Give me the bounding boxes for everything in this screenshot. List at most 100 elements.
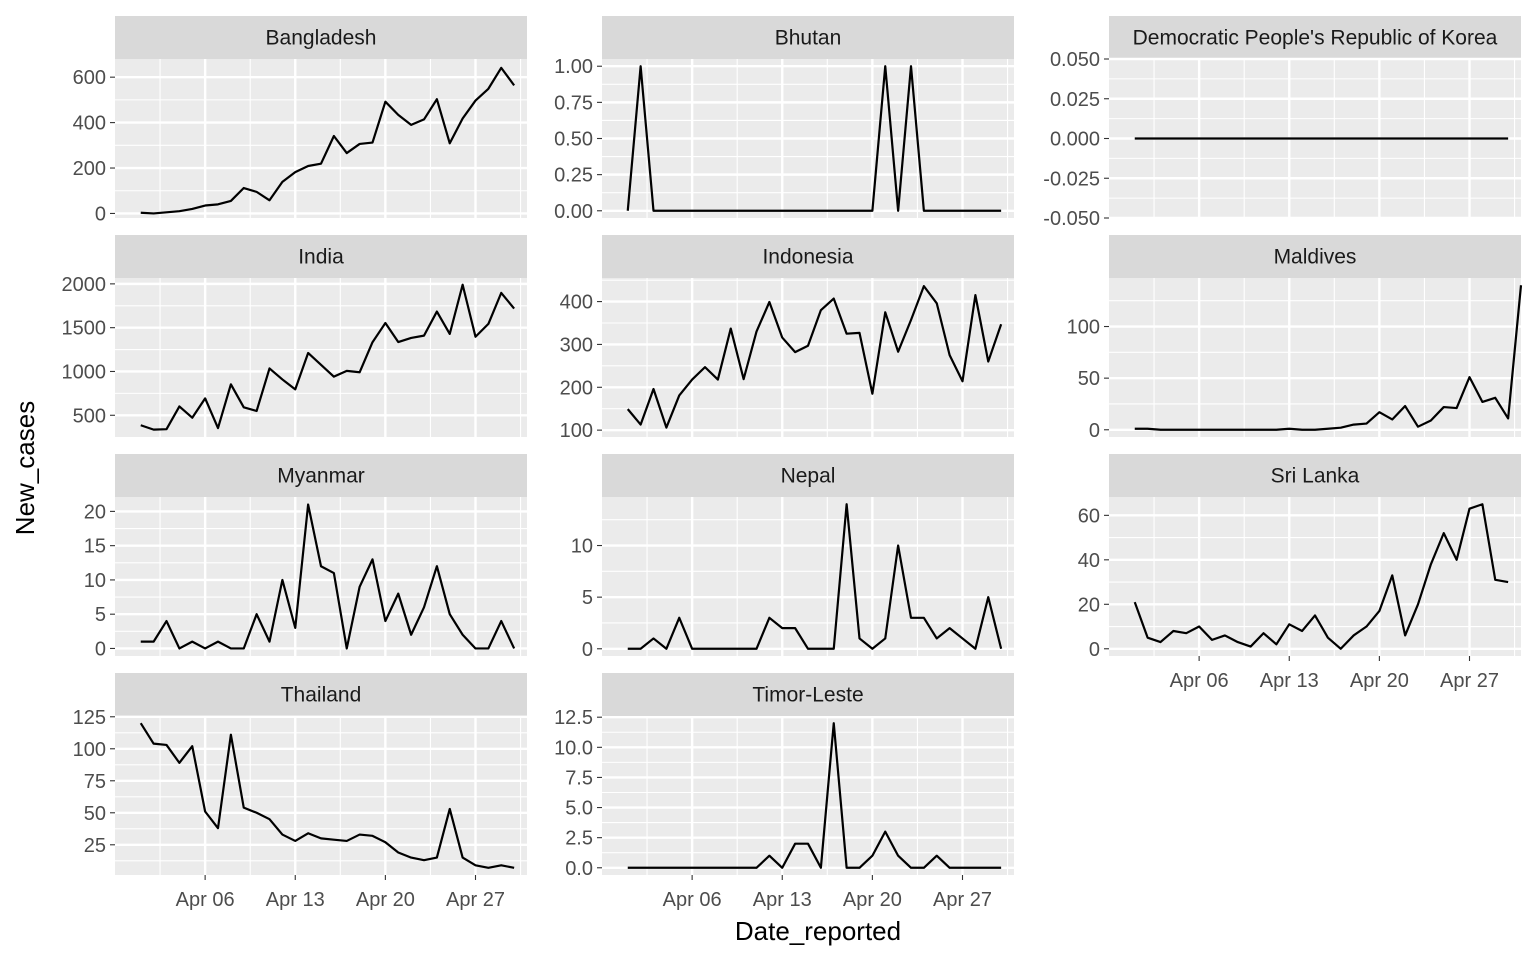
- y-tick-label-india: 500: [73, 405, 106, 427]
- y-tick-label-thailand: 125: [73, 707, 106, 729]
- strip-label-indonesia: Indonesia: [762, 246, 853, 269]
- y-tick-label-maldives: 0: [1089, 420, 1100, 442]
- y-tick-label-indonesia: 400: [560, 292, 593, 314]
- series-line-timor-leste: [627, 722, 1002, 869]
- x-tick-label-timor-leste: Apr 13: [753, 889, 812, 911]
- strip-label-bangladesh: Bangladesh: [266, 27, 377, 50]
- strip-thailand: [115, 673, 527, 716]
- y-tick-label-democratic-people-s-republic-of-korea: -0.025: [1043, 168, 1100, 190]
- y-tick-label-bhutan: 0.75: [554, 92, 593, 114]
- panel-myanmar: Myanmar 0 5 10 15 20: [84, 454, 527, 660]
- y-tick-label-indonesia: 100: [560, 420, 593, 442]
- strip-maldives: [1109, 235, 1521, 278]
- panel-maldives: Maldives 0 50 100: [1067, 235, 1523, 442]
- strip-label-democratic-people-s-republic-of-korea: Democratic People's Republic of Korea: [1133, 27, 1498, 50]
- panel-democratic-people-s-republic-of-korea: Democratic People's Republic of Korea -0.…: [1043, 16, 1521, 230]
- y-tick-label-bhutan: 0.50: [554, 129, 593, 151]
- panel-background-maldives: [1109, 278, 1521, 437]
- y-tick-label-democratic-people-s-republic-of-korea: 0.050: [1050, 49, 1100, 71]
- panel-background-indonesia: [602, 278, 1014, 437]
- x-tick-label-thailand: Apr 27: [446, 889, 505, 911]
- y-tick-label-democratic-people-s-republic-of-korea: 0.025: [1050, 89, 1100, 111]
- strip-democratic-people-s-republic-of-korea: [1109, 16, 1521, 59]
- series-line-maldives: [1134, 285, 1523, 431]
- y-tick-label-bangladesh: 400: [73, 113, 106, 135]
- y-tick-label-maldives: 100: [1067, 317, 1100, 339]
- strip-label-thailand: Thailand: [281, 684, 362, 707]
- x-tick-label-sri-lanka: Apr 20: [1350, 670, 1409, 692]
- y-tick-label-bhutan: 1.00: [554, 56, 593, 78]
- y-tick-label-nepal: 10: [571, 536, 593, 558]
- strip-label-timor-leste: Timor-Leste: [752, 684, 863, 707]
- y-tick-label-bangladesh: 0: [95, 203, 106, 225]
- y-tick-label-timor-leste: 0.0: [565, 858, 593, 880]
- y-tick-label-thailand: 25: [84, 835, 106, 857]
- y-tick-label-timor-leste: 10.0: [554, 737, 593, 759]
- y-tick-label-democratic-people-s-republic-of-korea: 0.000: [1050, 129, 1100, 151]
- strip-label-nepal: Nepal: [781, 465, 836, 488]
- y-tick-label-timor-leste: 7.5: [565, 767, 593, 789]
- y-tick-label-sri-lanka: 40: [1078, 550, 1100, 572]
- panel-timor-leste: Timor-Leste 0.0 2.5 5.0 7.5 10.0 12.5 Apr 06 Apr…: [554, 673, 1014, 911]
- y-tick-label-nepal: 0: [582, 639, 593, 661]
- strip-indonesia: [602, 235, 1014, 278]
- strip-label-bhutan: Bhutan: [775, 27, 842, 50]
- strip-label-maldives: Maldives: [1274, 246, 1357, 269]
- panel-background-timor-leste: [602, 716, 1014, 875]
- x-tick-label-thailand: Apr 06: [176, 889, 235, 911]
- panel-background-sri-lanka: [1109, 497, 1521, 656]
- y-tick-label-myanmar: 0: [95, 638, 106, 660]
- panel-india: India 500 1000 1500 2000: [62, 235, 527, 437]
- y-tick-label-timor-leste: 12.5: [554, 707, 593, 729]
- y-tick-label-india: 1000: [62, 361, 107, 383]
- series-line-india: [140, 283, 515, 431]
- y-tick-label-sri-lanka: 20: [1078, 594, 1100, 616]
- series-line-bhutan: [626, 65, 1002, 212]
- x-tick-label-sri-lanka: Apr 27: [1440, 670, 1499, 692]
- panel-background-thailand: [115, 716, 527, 875]
- y-tick-label-democratic-people-s-republic-of-korea: -0.050: [1043, 208, 1100, 230]
- panel-thailand: Thailand 25 50 75 100 125 Apr 06 Apr 13 Apr 20 Ap…: [73, 673, 527, 911]
- panel-sri-lanka: Sri Lanka 0 20 40 60 Apr 06 Apr 13 Apr 20 Apr 27: [1078, 454, 1521, 692]
- x-tick-label-sri-lanka: Apr 13: [1260, 670, 1319, 692]
- panel-bhutan: Bhutan 0.00 0.25 0.50 0.75 1.00: [554, 16, 1014, 223]
- y-tick-label-myanmar: 5: [95, 604, 106, 626]
- strip-sri-lanka: [1109, 454, 1521, 497]
- y-tick-label-myanmar: 15: [84, 536, 106, 558]
- strip-india: [115, 235, 527, 278]
- y-tick-label-thailand: 75: [84, 771, 106, 793]
- y-tick-label-bangladesh: 200: [73, 158, 106, 180]
- panel-background-nepal: [602, 497, 1014, 656]
- y-tick-label-timor-leste: 5.0: [565, 798, 593, 820]
- x-tick-label-timor-leste: Apr 20: [843, 889, 902, 911]
- strip-label-myanmar: Myanmar: [277, 465, 365, 488]
- y-tick-label-bangladesh: 600: [73, 67, 106, 89]
- y-tick-label-maldives: 50: [1078, 368, 1100, 390]
- y-tick-label-india: 1500: [62, 318, 107, 340]
- y-tick-label-indonesia: 300: [560, 334, 593, 356]
- y-tick-label-bhutan: 0.00: [554, 201, 593, 223]
- series-line-thailand: [139, 722, 515, 869]
- x-tick-label-thailand: Apr 20: [356, 889, 415, 911]
- strip-bhutan: [602, 16, 1014, 59]
- y-tick-label-thailand: 100: [73, 739, 106, 761]
- strip-bangladesh: [115, 16, 527, 59]
- strip-nepal: [602, 454, 1014, 497]
- y-tick-label-myanmar: 10: [84, 570, 106, 592]
- strip-timor-leste: [602, 673, 1014, 716]
- series-line-indonesia: [626, 285, 1003, 429]
- panel-background-bangladesh: [115, 59, 527, 218]
- x-tick-label-timor-leste: Apr 06: [663, 889, 722, 911]
- y-tick-label-indonesia: 200: [560, 377, 593, 399]
- y-axis-title: New_cases: [10, 401, 40, 535]
- panel-bangladesh: Bangladesh 0 200 400 600: [73, 16, 527, 225]
- y-tick-label-sri-lanka: 0: [1089, 639, 1100, 661]
- y-tick-label-bhutan: 0.25: [554, 165, 593, 187]
- y-tick-label-timor-leste: 2.5: [565, 828, 593, 850]
- panel-indonesia: Indonesia 100 200 300 400: [560, 235, 1014, 442]
- facet-panels: Bangladesh0200400600Bhutan0.000.250.500.…: [62, 16, 1523, 911]
- x-axis-title: Date_reported: [735, 916, 901, 946]
- y-tick-label-myanmar: 20: [84, 501, 106, 523]
- series-line-bangladesh: [140, 66, 516, 215]
- panel-background-myanmar: [115, 497, 527, 656]
